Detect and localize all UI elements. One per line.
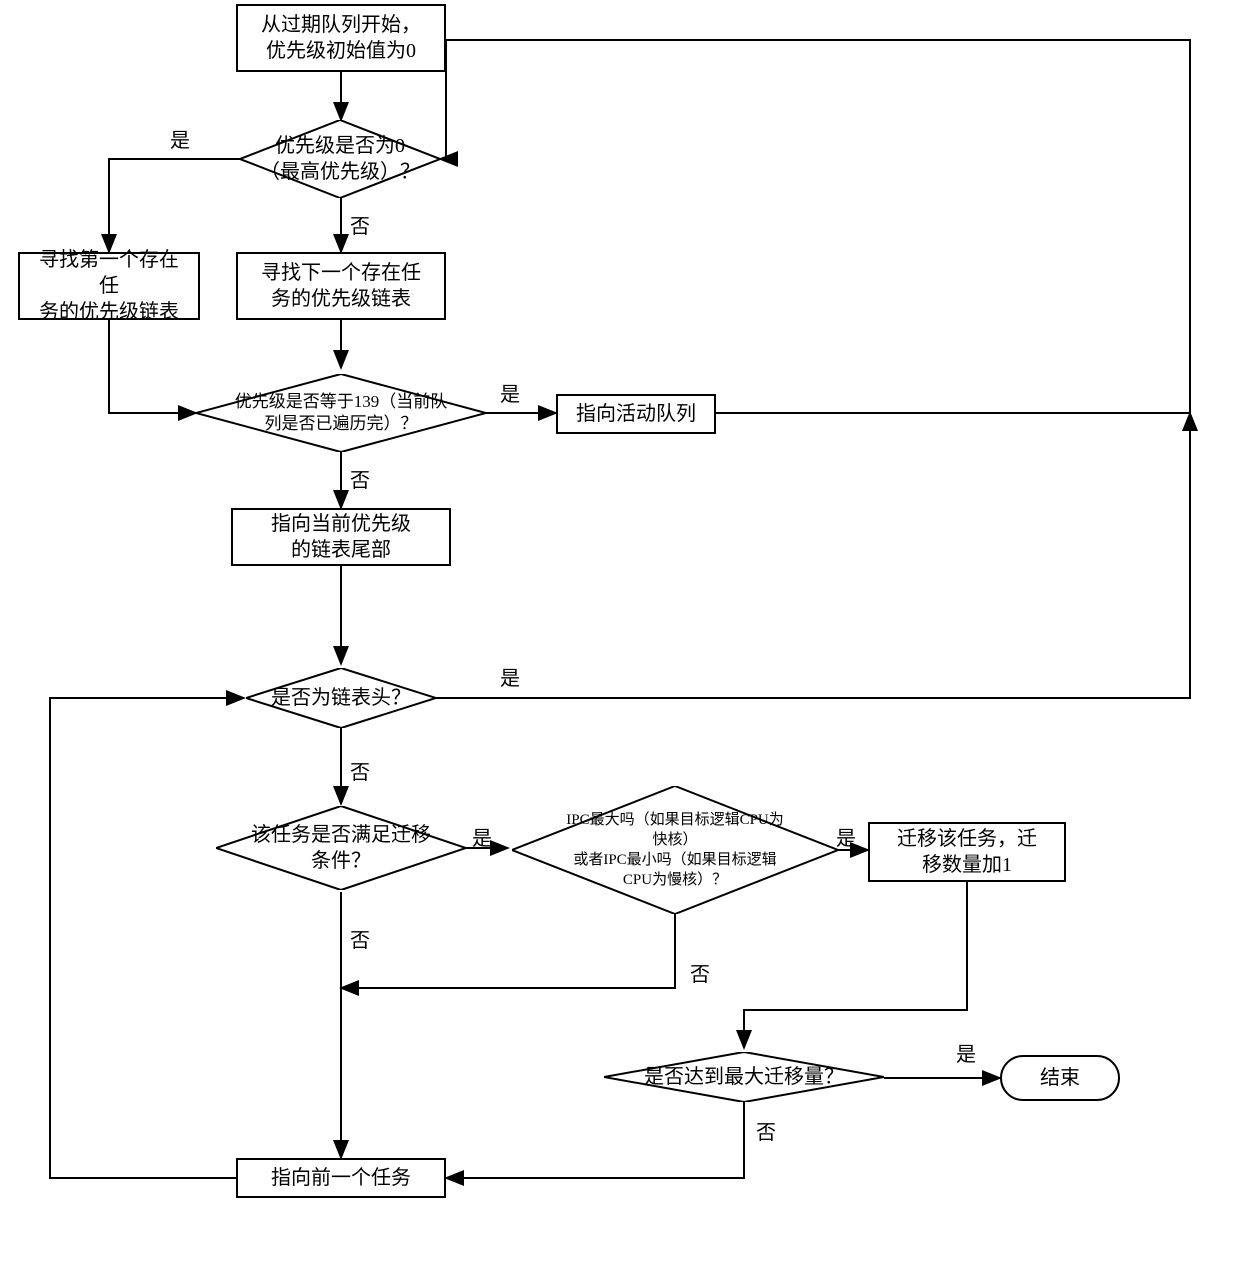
label-max-yes: 是 — [956, 1038, 976, 1067]
node-end: 结束 — [1000, 1055, 1120, 1101]
node-d_139: 优先级是否等于139（当前队列是否已遍历完）？ — [206, 374, 476, 452]
node-d_prio0: 优先级是否为0（最高优先级）？ — [240, 120, 440, 198]
label-cond-yes: 是 — [472, 822, 492, 851]
node-d_max: 是否达到最大迁移量？ — [604, 1052, 884, 1102]
node-d_ipc: IPC最大吗（如果目标逻辑CPU为快核）或者IPC最小吗（如果目标逻辑CPU为慢… — [512, 786, 838, 914]
node-find_first: 寻找第一个存在任务的优先级链表 — [18, 252, 200, 320]
node-find_next: 寻找下一个存在任务的优先级链表 — [236, 252, 446, 320]
node-start: 从过期队列开始，优先级初始值为0 — [236, 4, 446, 72]
label-ipc-yes: 是 — [836, 822, 856, 851]
label-ipc-no: 否 — [690, 958, 710, 987]
label-prio0-yes: 是 — [170, 124, 190, 153]
node-prev_task: 指向前一个任务 — [236, 1158, 446, 1198]
label-max-no: 否 — [756, 1116, 776, 1145]
label-139-no: 否 — [350, 464, 370, 493]
label-prio0-no: 否 — [350, 210, 370, 239]
label-139-yes: 是 — [500, 378, 520, 407]
node-d_head: 是否为链表头？ — [246, 668, 436, 728]
node-to_active: 指向活动队列 — [556, 394, 716, 434]
node-d_cond: 该任务是否满足迁移条件？ — [216, 808, 466, 888]
label-cond-no: 否 — [350, 924, 370, 953]
label-head-no: 否 — [350, 756, 370, 785]
node-migrate: 迁移该任务，迁移数量加1 — [868, 822, 1066, 882]
label-head-yes: 是 — [500, 662, 520, 691]
node-to_tail: 指向当前优先级的链表尾部 — [231, 508, 451, 566]
